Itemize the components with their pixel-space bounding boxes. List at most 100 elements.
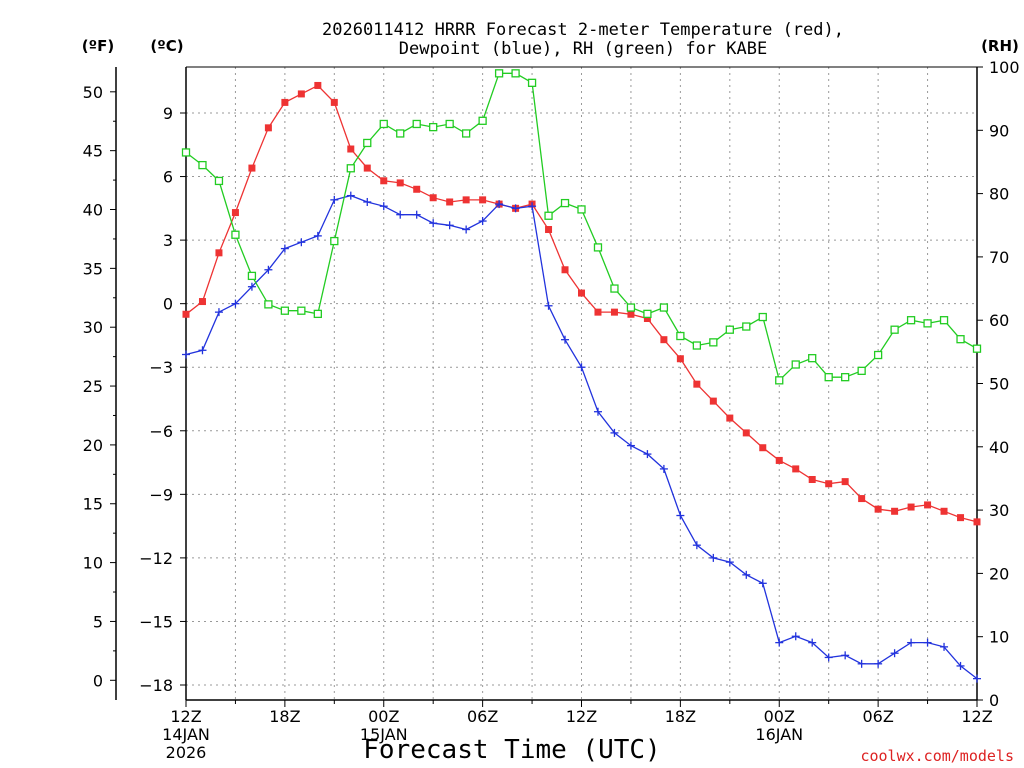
fahrenheit-tick-label: 20	[83, 436, 103, 455]
dewpoint-point	[758, 579, 767, 588]
temperature-point	[413, 185, 421, 193]
rh-point	[709, 338, 718, 347]
temperature-point	[759, 444, 767, 452]
rh-point	[280, 306, 290, 315]
dewpoint-point	[742, 570, 751, 579]
rh-point	[808, 354, 817, 363]
temperature-point	[709, 397, 717, 405]
rh-tick-label: 40	[989, 438, 1009, 457]
dewpoint-point	[346, 191, 355, 200]
rh-point	[725, 325, 734, 334]
rh-point	[857, 366, 866, 375]
dewpoint-point	[857, 659, 866, 668]
celsius-tick-label: 3	[163, 231, 173, 250]
temperature-point	[297, 90, 305, 98]
series-rh	[181, 69, 982, 385]
chart-title: 2026011412 HRRR Forecast 2-meter Tempera…	[322, 20, 844, 40]
rh-point	[873, 350, 883, 360]
rh-point	[824, 373, 833, 382]
dewpoint-point	[429, 219, 438, 228]
dewpoint-point	[923, 638, 932, 647]
temperature-point	[182, 310, 190, 318]
rh-point	[593, 243, 603, 252]
rh-point	[692, 341, 702, 350]
x-tick-label: 00Z	[368, 707, 399, 726]
temperature-point	[446, 198, 454, 206]
temperature-point	[627, 310, 635, 318]
rh-point	[396, 129, 405, 138]
rh-tick-label: 0	[989, 691, 999, 710]
dewpoint-point	[214, 308, 223, 317]
rh-point	[461, 129, 471, 138]
fahrenheit-tick-label: 50	[83, 83, 103, 102]
temperature-point	[380, 177, 388, 185]
fahrenheit-axis-label: (ºF)	[82, 37, 114, 55]
x-tick-label: 12Z	[170, 707, 201, 726]
temperature-point	[363, 164, 371, 172]
dewpoint-point	[874, 659, 883, 668]
rh-point	[626, 303, 636, 312]
rh-tick-label: 20	[989, 564, 1009, 583]
rh-point	[429, 122, 438, 132]
rh-tick-label: 10	[989, 628, 1009, 647]
rh-point	[445, 119, 454, 129]
rh-point	[247, 271, 257, 281]
temperature-point	[858, 495, 866, 503]
x-tick-date-label: 14JAN	[162, 725, 210, 744]
temperature-point	[676, 355, 684, 363]
dewpoint-point	[577, 363, 586, 372]
rh-point	[610, 284, 619, 293]
fahrenheit-tick-label: 30	[83, 318, 103, 337]
plot-frame	[185, 66, 978, 701]
x-tick-label: 12Z	[961, 707, 992, 726]
temperature-point	[610, 308, 618, 316]
x-axis-title: Forecast Time (UTC)	[363, 735, 660, 765]
rh-tick-label: 70	[989, 248, 1009, 267]
rh-point	[906, 316, 916, 325]
rh-tick-label: 60	[989, 311, 1009, 330]
dewpoint-point	[709, 553, 718, 562]
temperature-point	[726, 414, 734, 422]
dewpoint-point	[890, 649, 899, 658]
x-tick-year-label: 2026	[166, 743, 207, 762]
fahrenheit-tick-label: 35	[83, 259, 103, 278]
dewpoint-point	[280, 244, 289, 253]
rh-point	[527, 78, 537, 87]
rh-tick-label: 100	[989, 58, 1020, 77]
dewpoint-point	[412, 210, 421, 219]
dewpoint-point	[775, 638, 784, 647]
dewpoint-point	[247, 282, 256, 291]
temperature-point	[973, 518, 981, 526]
rh-point	[659, 303, 669, 312]
celsius-tick-label: 0	[163, 295, 173, 314]
rh-point	[198, 160, 207, 170]
series-line-dewpoint	[185, 194, 978, 680]
series-temperature	[182, 81, 981, 526]
rh-point	[742, 322, 751, 331]
dewpoint-point	[462, 225, 471, 234]
series-layer	[181, 69, 982, 683]
temperature-point	[198, 298, 206, 306]
dewpoint-point	[940, 642, 949, 651]
rh-point	[231, 230, 240, 239]
temperature-point	[891, 507, 899, 515]
temperature-point	[841, 478, 849, 486]
temperature-point	[330, 98, 338, 106]
dewpoint-point	[692, 541, 701, 550]
series-dewpoint	[182, 191, 981, 683]
temperature-point	[660, 336, 668, 344]
temperature-point	[429, 194, 437, 202]
dewpoint-point	[841, 651, 850, 660]
dewpoint-point	[956, 661, 965, 670]
fahrenheit-tick-label: 15	[83, 495, 103, 514]
rh-point	[577, 205, 586, 214]
rh-tick-label: 90	[989, 121, 1009, 140]
rh-point	[330, 236, 339, 246]
dewpoint-point	[610, 428, 619, 437]
temperature-point	[693, 380, 701, 388]
temperature-point	[314, 81, 322, 89]
rh-point	[956, 335, 965, 344]
